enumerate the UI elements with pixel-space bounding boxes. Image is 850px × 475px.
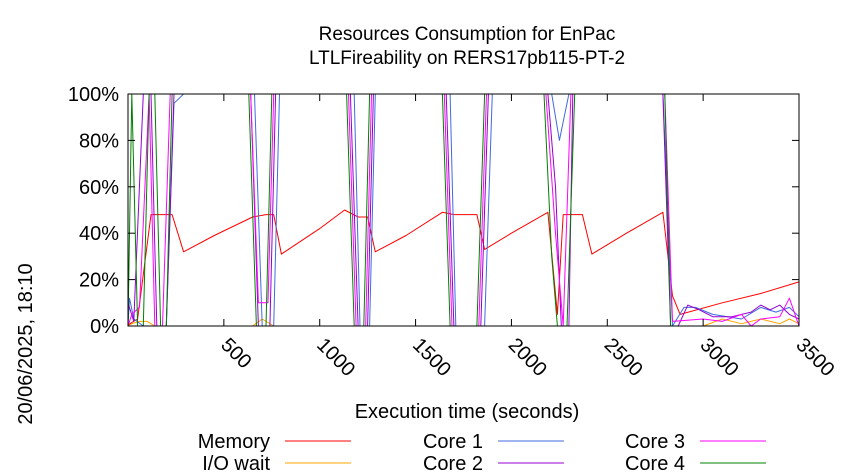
x-tick-label-2: 1500 <box>408 334 455 381</box>
series-line-core-3 <box>127 93 800 327</box>
chart-subtitle: LTLFireability on RERS17pb115-PT-2 <box>309 48 625 69</box>
x-tick-label-5: 3000 <box>696 334 743 381</box>
x-axis-label: Execution time (seconds) <box>355 401 580 423</box>
legend-label-core-3: Core 3 <box>625 431 685 453</box>
x-tick-label-6: 3500 <box>791 334 838 381</box>
plot-frame <box>127 93 800 327</box>
x-tick-label-3: 2000 <box>504 334 551 381</box>
x-tick-label-4: 2500 <box>600 334 647 381</box>
y-tick-label-2: 40% <box>79 223 119 245</box>
x-axis-ticks: 500 1000 1500 2000 2500 3000 3500 <box>216 94 838 381</box>
series-line-core-4 <box>127 93 799 327</box>
legend-label-i-o-wait: I/O wait <box>202 453 270 475</box>
x-tick-label-0: 500 <box>216 334 255 373</box>
legend-label-core-4: Core 4 <box>625 453 685 475</box>
y-tick-label-5: 100% <box>68 84 119 106</box>
legend-label-core-1: Core 1 <box>423 431 483 453</box>
y-tick-label-3: 60% <box>79 177 119 199</box>
y-tick-label-1: 20% <box>79 270 119 292</box>
x-tick-label-1: 1000 <box>312 334 359 381</box>
y-tick-label-0: 0% <box>90 316 119 338</box>
series-line-core-1 <box>127 93 800 327</box>
y-axis-ticks: 0% 20% 40% 60% 80% 100% <box>68 84 799 338</box>
chart-title: Resources Consumption for EnPac <box>319 24 616 45</box>
series-lines <box>127 93 800 327</box>
series-line-core-2 <box>127 93 800 327</box>
legend-label-memory: Memory <box>198 431 270 453</box>
series-line-i-o-wait <box>127 318 800 327</box>
series-line-memory <box>127 209 800 327</box>
timestamp-label: 20/06/2025, 18:10 <box>15 263 37 424</box>
y-tick-label-4: 80% <box>79 130 119 152</box>
legend-label-core-2: Core 2 <box>423 453 483 475</box>
